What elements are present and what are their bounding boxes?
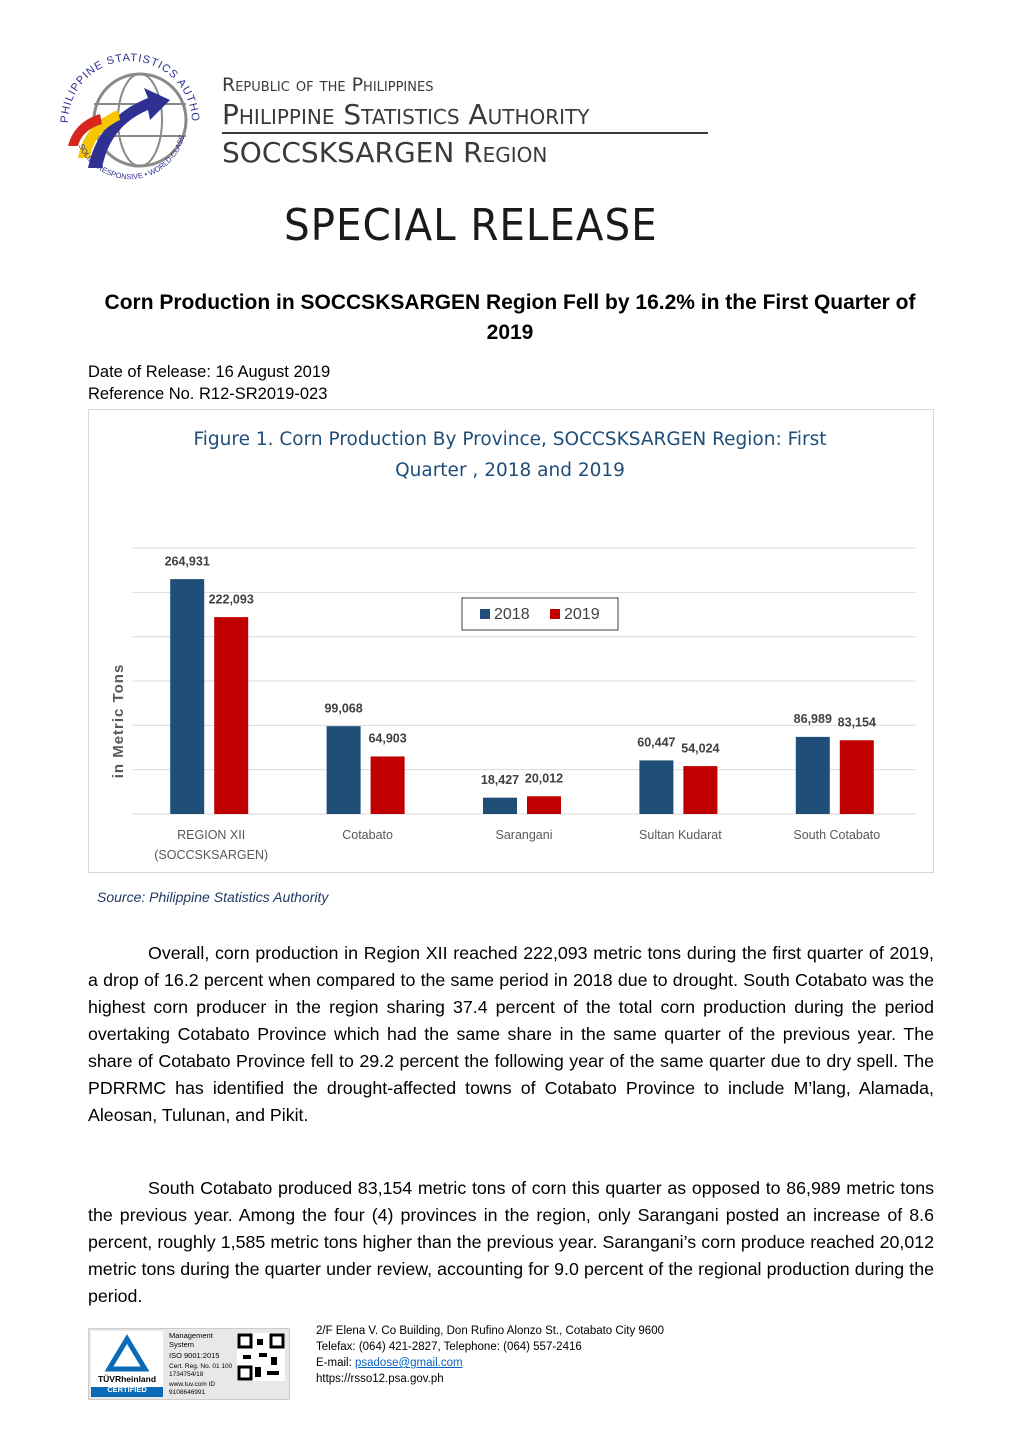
date-of-release: Date of Release: 16 August 2019 [88, 363, 331, 381]
cert-system: Management System [169, 1331, 213, 1349]
footer-address: 2/F Elena V. Co Building, Don Rufino Alo… [316, 1325, 664, 1337]
cert-web: www.tuv.com ID 9108646991 [169, 1381, 216, 1396]
header-line3: SOCCSKSARGEN Region [222, 136, 548, 169]
logo: PHILIPPINE STATISTICS AUTHORITY SOLID • … [48, 28, 200, 181]
legend-swatch [480, 609, 490, 619]
x-tick-label: Sultan Kudarat [639, 828, 722, 842]
x-tick-label: South Cotabato [793, 828, 881, 842]
data-label: 99,068 [324, 701, 362, 715]
x-tick-label: REGION XII (SOCCSKSARGEN) [154, 828, 269, 862]
y-axis-label: in Metric Tons [110, 664, 127, 779]
header-rule [222, 132, 708, 134]
bar [795, 736, 830, 814]
document-title: Corn Production in SOCCSKSARGEN Region F… [104, 291, 916, 344]
legend-swatch [550, 609, 560, 619]
source: Source: Philippine Statistics Authority [97, 889, 329, 905]
legend-label: 2019 [564, 606, 600, 623]
footer-email-label: E-mail: [316, 1357, 352, 1369]
bar [839, 740, 874, 814]
bar [639, 760, 674, 814]
data-label: 86,989 [794, 712, 832, 726]
x-tick-label: Sarangani [495, 828, 553, 842]
chart: in Metric Tons 264,931 222,093 99,068 64,903… [110, 547, 915, 815]
data-label: 18,427 [481, 773, 519, 787]
paragraph: South Cotabato produced 83,154 metric to… [88, 1178, 934, 1306]
cert-iso: ISO 9001:2015 [169, 1351, 220, 1360]
data-label: 222,093 [209, 592, 254, 606]
data-label: 83,154 [838, 716, 876, 730]
footer-telephone: Telefax: (064) 421-2827, Telephone: (064… [316, 1341, 582, 1353]
header-line1: Republic of the Philippines [222, 74, 434, 96]
cert-reg: Cert. Reg. No. 01 100 1734754/18 [169, 1363, 233, 1378]
data-label: 60,447 [637, 736, 675, 750]
bar [214, 617, 249, 814]
data-label: 264,931 [165, 554, 210, 568]
data-label: 20,012 [525, 772, 563, 786]
reference-number: Reference No. R12-SR2019-023 [88, 385, 328, 403]
legend: 2018 2019 [461, 597, 619, 631]
bar [683, 766, 718, 814]
qr-code [237, 1333, 285, 1381]
release-type: SPECIAL RELEASE [284, 200, 658, 251]
footer-email[interactable]: psadose@gmail.com [354, 1357, 463, 1369]
legend-label: 2018 [494, 606, 530, 623]
data-label: 54,024 [681, 741, 719, 755]
bar [483, 797, 517, 814]
bar [527, 796, 561, 814]
bar [170, 579, 205, 814]
cert-brand: TÜVRheinland [97, 1374, 157, 1384]
cert-status: CERTIFIED [107, 1385, 147, 1394]
footer-website: https://rsso12.psa.gov.ph [316, 1373, 444, 1385]
tuv-logo [91, 1331, 163, 1397]
certificate-badge: TÜVRheinland CERTIFIED Management System… [88, 1328, 290, 1400]
paragraph: Overall, corn production in Region XII r… [88, 943, 934, 1125]
bar [370, 756, 405, 814]
data-label: 64,903 [368, 732, 406, 746]
footer-email-row: E-mail: psadose@gmail.com [316, 1357, 463, 1369]
chart-frame [88, 409, 934, 873]
header-line2: Philippine Statistics Authority [222, 98, 590, 131]
x-tick-label: Cotabato [342, 828, 393, 842]
chart-title: Figure 1. Corn Production By Province, S… [193, 429, 827, 481]
bar [326, 726, 361, 814]
